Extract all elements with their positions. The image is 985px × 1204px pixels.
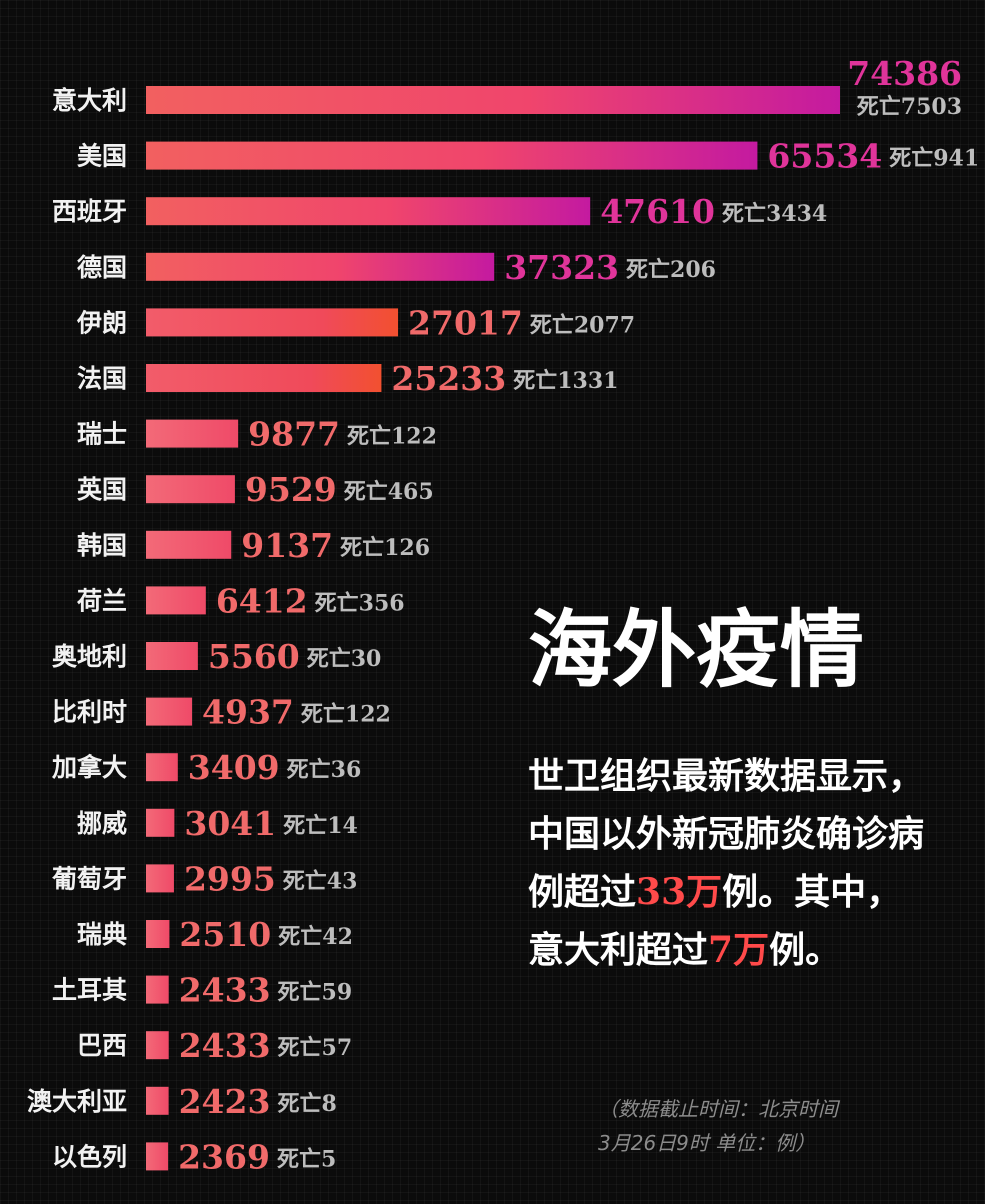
desc-highlight-2: 7万 <box>708 929 770 971</box>
value-label: 9877 <box>248 415 340 454</box>
death-label: 死亡59 <box>278 980 353 1006</box>
value-label: 2510 <box>179 915 271 954</box>
value-label: 3409 <box>188 748 280 787</box>
category-label: 法国 <box>77 364 127 393</box>
death-label: 死亡206 <box>626 257 716 283</box>
category-label: 韩国 <box>77 531 127 560</box>
category-label: 西班牙 <box>52 197 127 226</box>
bar <box>146 197 591 226</box>
bar <box>146 864 174 893</box>
bar <box>146 530 232 559</box>
death-label: 死亡57 <box>278 1035 353 1061</box>
death-label: 死亡7503 <box>857 94 962 120</box>
death-label: 死亡356 <box>315 590 405 616</box>
bar <box>146 86 840 114</box>
value-label: 74386 <box>847 54 962 93</box>
category-label: 以色列 <box>52 1142 127 1171</box>
value-label: 3041 <box>184 804 276 843</box>
panel-title: 海外疫情 <box>528 600 865 699</box>
category-label: 挪威 <box>77 809 127 838</box>
category-label: 巴西 <box>77 1031 127 1060</box>
desc-text-1: 世卫组织最新数据显示，中国以外新冠肺炎确诊病例超过 <box>528 755 925 913</box>
bar <box>146 642 198 670</box>
value-label: 2369 <box>178 1137 270 1176</box>
category-label: 美国 <box>77 142 127 171</box>
bar <box>146 920 170 948</box>
death-label: 死亡2077 <box>530 312 635 338</box>
footnote: （数据截止时间：北京时间 3月26日9时 单位：例） <box>598 1092 938 1160</box>
category-label: 奥地利 <box>52 642 127 671</box>
category-label: 伊朗 <box>76 308 127 337</box>
bar <box>146 308 399 337</box>
info-panel: 海外疫情 世卫组织最新数据显示，中国以外新冠肺炎确诊病例超过33万例。其中，意大… <box>528 595 948 979</box>
death-label: 死亡30 <box>307 646 382 672</box>
death-label: 死亡42 <box>278 924 353 950</box>
footnote-line-1: （数据截止时间：北京时间 <box>598 1097 838 1121</box>
death-label: 死亡8 <box>277 1091 336 1117</box>
death-label: 死亡3434 <box>722 201 827 227</box>
death-label: 死亡126 <box>340 535 430 561</box>
value-label: 25233 <box>391 359 506 398</box>
bar <box>146 975 169 1004</box>
category-label: 德国 <box>77 253 127 282</box>
category-label: 比利时 <box>52 698 127 727</box>
death-label: 死亡122 <box>301 702 391 728</box>
panel-description: 世卫组织最新数据显示，中国以外新冠肺炎确诊病例超过33万例。其中，意大利超过7万… <box>528 747 928 979</box>
category-label: 意大利 <box>52 86 127 115</box>
value-label: 2423 <box>179 1082 271 1121</box>
bar <box>146 141 758 170</box>
category-label: 瑞典 <box>77 920 127 949</box>
value-label: 6412 <box>216 581 308 620</box>
value-label: 2995 <box>184 859 276 898</box>
value-label: 2433 <box>179 1026 271 1065</box>
value-label: 65534 <box>767 137 882 176</box>
category-label: 澳大利亚 <box>27 1087 127 1116</box>
bar <box>146 364 382 392</box>
value-label: 2433 <box>179 971 271 1010</box>
value-label: 47610 <box>600 192 715 231</box>
value-label: 27017 <box>408 303 523 342</box>
death-label: 死亡5 <box>277 1146 336 1172</box>
death-label: 死亡122 <box>347 424 437 450</box>
bar <box>146 475 235 504</box>
bar <box>146 1031 169 1060</box>
bar <box>146 586 206 615</box>
bar <box>146 419 239 448</box>
category-label: 瑞士 <box>77 420 127 449</box>
value-label: 9137 <box>241 526 333 565</box>
value-label: 9529 <box>245 470 337 509</box>
footnote-line-2: 3月26日9时 单位：例） <box>598 1131 816 1155</box>
bar <box>146 252 495 281</box>
value-label: 37323 <box>504 248 619 287</box>
category-label: 英国 <box>77 475 127 504</box>
category-label: 葡萄牙 <box>51 864 127 893</box>
death-label: 死亡941 <box>889 146 979 172</box>
value-label: 4937 <box>202 693 294 732</box>
bar <box>146 697 193 726</box>
death-label: 死亡43 <box>283 868 358 894</box>
bar <box>146 1086 169 1115</box>
death-label: 死亡14 <box>283 813 358 839</box>
death-label: 死亡36 <box>287 757 362 783</box>
desc-text-2: 例。其中，意大利超过 <box>528 871 903 971</box>
bar <box>146 753 178 782</box>
bar <box>146 808 175 837</box>
desc-highlight-1: 33万 <box>636 871 723 913</box>
death-label: 死亡1331 <box>513 368 618 394</box>
value-label: 5560 <box>208 637 300 676</box>
category-label: 土耳其 <box>52 976 127 1005</box>
death-label: 死亡465 <box>344 479 434 505</box>
bar <box>146 1142 169 1171</box>
desc-text-3: 例。 <box>769 929 842 971</box>
category-label: 加拿大 <box>51 753 127 782</box>
category-label: 荷兰 <box>77 586 127 615</box>
